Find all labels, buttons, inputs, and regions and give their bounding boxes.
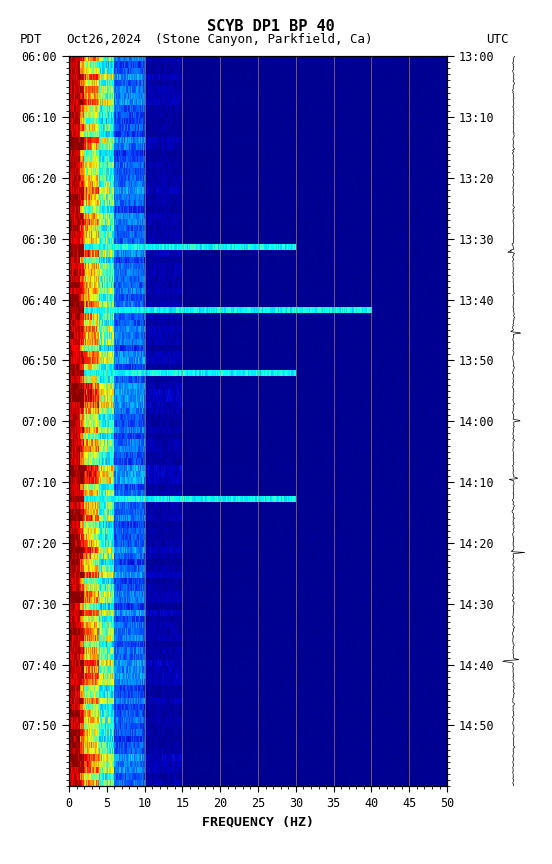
Text: PDT: PDT xyxy=(19,33,42,46)
Text: (Stone Canyon, Parkfield, Ca): (Stone Canyon, Parkfield, Ca) xyxy=(155,33,372,46)
Text: UTC: UTC xyxy=(486,33,508,46)
X-axis label: FREQUENCY (HZ): FREQUENCY (HZ) xyxy=(202,816,314,829)
Text: Oct26,2024: Oct26,2024 xyxy=(66,33,141,46)
Text: SCYB DP1 BP 40: SCYB DP1 BP 40 xyxy=(206,19,335,34)
